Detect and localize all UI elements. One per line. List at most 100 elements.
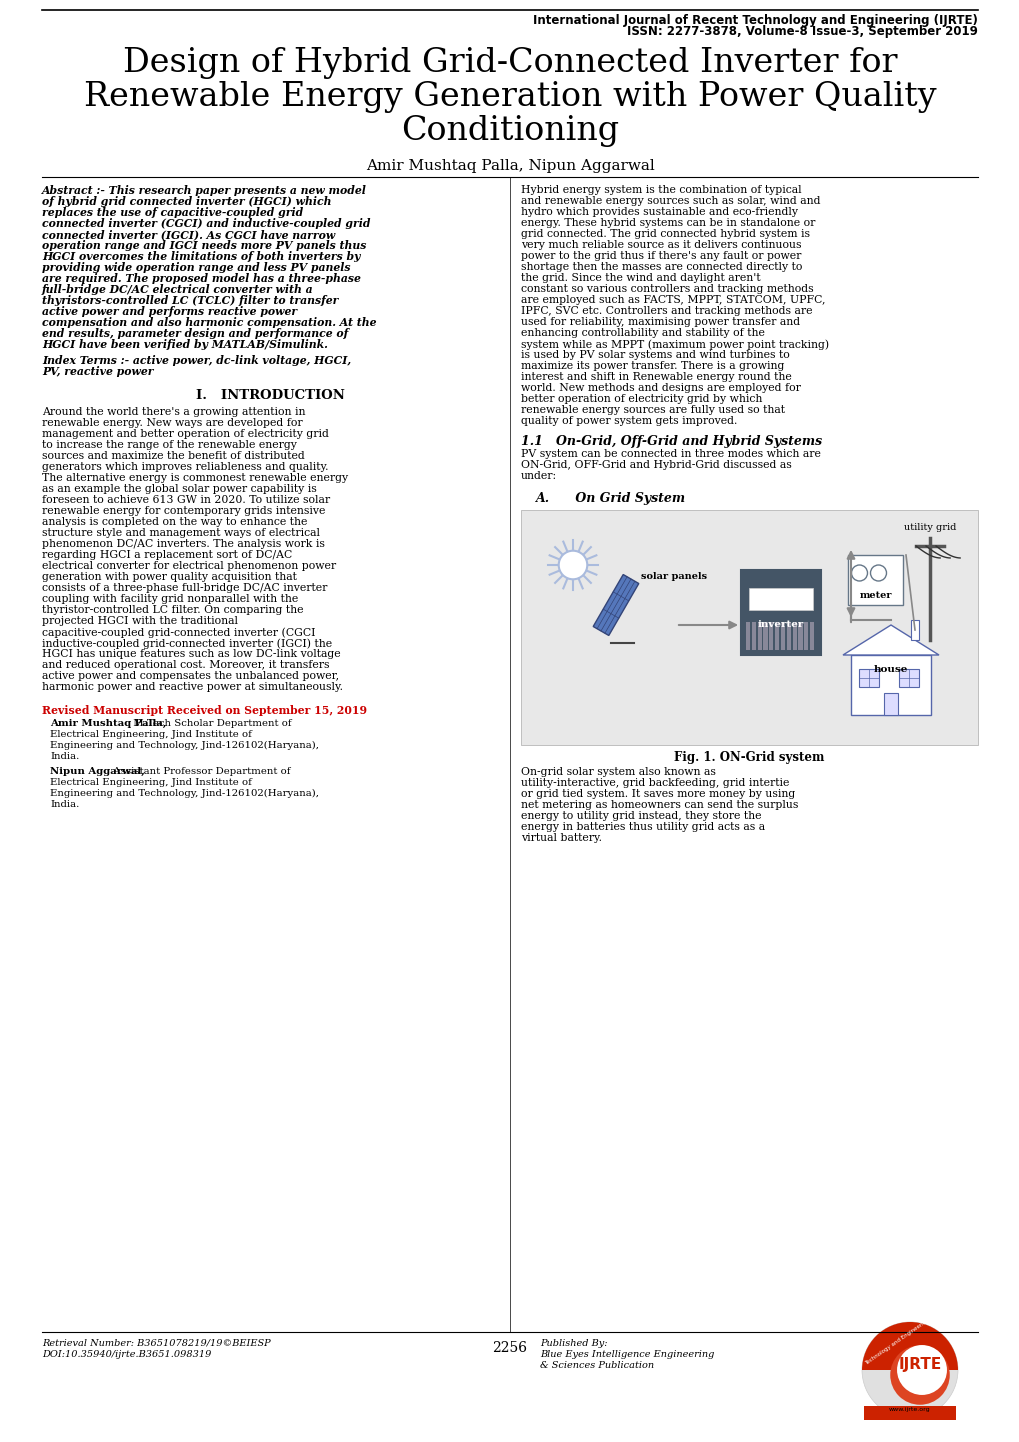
Text: Nipun Aggarwal,: Nipun Aggarwal, xyxy=(50,767,145,776)
Text: Renewable Energy Generation with Power Quality: Renewable Energy Generation with Power Q… xyxy=(84,81,935,112)
Text: management and better operation of electricity grid: management and better operation of elect… xyxy=(42,430,328,438)
Text: connected inverter (IGCI). As CGCI have narrow: connected inverter (IGCI). As CGCI have … xyxy=(42,229,335,239)
Text: are required. The proposed model has a three-phase: are required. The proposed model has a t… xyxy=(42,273,361,284)
Text: of hybrid grid connected inverter (HGCI) which: of hybrid grid connected inverter (HGCI)… xyxy=(42,196,331,208)
Text: energy in batteries thus utility grid acts as a: energy in batteries thus utility grid ac… xyxy=(521,822,764,832)
Text: 2256: 2256 xyxy=(492,1341,527,1355)
Text: projected HGCI with the traditional: projected HGCI with the traditional xyxy=(42,616,237,626)
Text: utility grid: utility grid xyxy=(903,523,955,532)
Bar xyxy=(798,622,802,650)
Text: constant so various controllers and tracking methods: constant so various controllers and trac… xyxy=(521,284,813,294)
Text: end results, parameter design and performance of: end results, parameter design and perfor… xyxy=(42,327,347,339)
Text: www.ijrte.org: www.ijrte.org xyxy=(889,1406,930,1412)
Text: regarding HGCI a replacement sort of DC/AC: regarding HGCI a replacement sort of DC/… xyxy=(42,549,292,559)
Text: HGCI have been verified by MATLAB/Simulink.: HGCI have been verified by MATLAB/Simuli… xyxy=(42,339,327,350)
Text: world. New methods and designs are employed for: world. New methods and designs are emplo… xyxy=(521,384,800,394)
Text: renewable energy for contemporary grids intensive: renewable energy for contemporary grids … xyxy=(42,506,325,516)
Text: under:: under: xyxy=(521,472,556,482)
Text: inductive-coupled grid-connected inverter (IGCI) the: inductive-coupled grid-connected inverte… xyxy=(42,637,332,649)
Bar xyxy=(863,1406,955,1420)
Wedge shape xyxy=(861,1322,957,1370)
Text: ON-Grid, OFF-Grid and Hybrid-Grid discussed as: ON-Grid, OFF-Grid and Hybrid-Grid discus… xyxy=(521,460,791,470)
Polygon shape xyxy=(593,574,638,636)
Text: enhancing controllability and stability of the: enhancing controllability and stability … xyxy=(521,327,764,337)
Text: net metering as homeowners can send the surplus: net metering as homeowners can send the … xyxy=(521,800,798,810)
Text: energy. These hybrid systems can be in standalone or: energy. These hybrid systems can be in s… xyxy=(521,218,814,228)
Bar xyxy=(745,622,749,650)
Text: Blue Eyes Intelligence Engineering: Blue Eyes Intelligence Engineering xyxy=(539,1350,713,1358)
Text: Amir Mushtaq Palla, Nipun Aggarwal: Amir Mushtaq Palla, Nipun Aggarwal xyxy=(365,159,654,173)
Text: Around the world there's a growing attention in: Around the world there's a growing atten… xyxy=(42,407,306,417)
Text: Assistant Professor Department of: Assistant Professor Department of xyxy=(110,767,290,776)
Bar xyxy=(763,622,767,650)
Text: Retrieval Number: B3651078219/19©BEIESP: Retrieval Number: B3651078219/19©BEIESP xyxy=(42,1340,270,1348)
Text: The alternative energy is commonest renewable energy: The alternative energy is commonest rene… xyxy=(42,473,347,483)
Bar xyxy=(910,620,918,640)
Text: On-grid solar system also known as: On-grid solar system also known as xyxy=(521,767,715,777)
Text: I.   INTRODUCTION: I. INTRODUCTION xyxy=(196,389,344,402)
Text: India.: India. xyxy=(50,800,79,809)
Text: Electrical Engineering, Jind Institute of: Electrical Engineering, Jind Institute o… xyxy=(50,730,252,738)
Text: interest and shift in Renewable energy round the: interest and shift in Renewable energy r… xyxy=(521,372,791,382)
Polygon shape xyxy=(842,624,938,655)
Bar xyxy=(748,588,812,610)
Text: thyristors-controlled LC (TCLC) filter to transfer: thyristors-controlled LC (TCLC) filter t… xyxy=(42,296,338,306)
Bar xyxy=(792,622,796,650)
Text: consists of a three-phase full-bridge DC/AC inverter: consists of a three-phase full-bridge DC… xyxy=(42,583,327,593)
Text: the grid. Since the wind and daylight aren't: the grid. Since the wind and daylight ar… xyxy=(521,273,760,283)
Text: capacitive-coupled grid-connected inverter (CGCI: capacitive-coupled grid-connected invert… xyxy=(42,627,315,637)
Text: Index Terms :- active power, dc-link voltage, HGCI,: Index Terms :- active power, dc-link vol… xyxy=(42,355,351,366)
Text: virtual battery.: virtual battery. xyxy=(521,833,601,844)
Text: used for reliability, maximising power transfer and: used for reliability, maximising power t… xyxy=(521,317,799,327)
Circle shape xyxy=(861,1322,957,1417)
Text: to increase the range of the renewable energy: to increase the range of the renewable e… xyxy=(42,440,297,450)
Text: Design of Hybrid Grid-Connected Inverter for: Design of Hybrid Grid-Connected Inverter… xyxy=(122,48,897,79)
Text: Technology and Engineering: Technology and Engineering xyxy=(863,1318,929,1367)
Text: providing wide operation range and less PV panels: providing wide operation range and less … xyxy=(42,262,351,273)
Text: shortage then the masses are connected directly to: shortage then the masses are connected d… xyxy=(521,262,802,273)
Bar xyxy=(786,622,790,650)
Circle shape xyxy=(890,1345,949,1405)
Bar xyxy=(850,655,930,715)
Bar xyxy=(781,622,785,650)
Text: compensation and also harmonic compensation. At the: compensation and also harmonic compensat… xyxy=(42,317,376,327)
Text: renewable energy. New ways are developed for: renewable energy. New ways are developed… xyxy=(42,418,303,428)
Text: India.: India. xyxy=(50,751,79,761)
Text: grid connected. The grid connected hybrid system is: grid connected. The grid connected hybri… xyxy=(521,229,809,239)
Text: or grid tied system. It saves more money by using: or grid tied system. It saves more money… xyxy=(521,789,795,799)
Text: ISSN: 2277-3878, Volume-8 Issue-3, September 2019: ISSN: 2277-3878, Volume-8 Issue-3, Septe… xyxy=(627,25,977,37)
Text: Abstract :- This research paper presents a new model: Abstract :- This research paper presents… xyxy=(42,185,367,196)
Text: connected inverter (CGCI) and inductive-coupled grid: connected inverter (CGCI) and inductive-… xyxy=(42,218,370,229)
Text: solar panels: solar panels xyxy=(640,572,706,581)
Bar xyxy=(774,622,779,650)
Text: Engineering and Technology, Jind-126102(Haryana),: Engineering and Technology, Jind-126102(… xyxy=(50,789,319,797)
Text: HGCI overcomes the limitations of both inverters by: HGCI overcomes the limitations of both i… xyxy=(42,251,360,262)
Text: are employed such as FACTS, MPPT, STATCOM, UPFC,: are employed such as FACTS, MPPT, STATCO… xyxy=(521,296,824,306)
Bar xyxy=(898,669,918,686)
Text: Exploring Innovation: Exploring Innovation xyxy=(873,1423,946,1429)
Text: IPFC, SVC etc. Controllers and tracking methods are: IPFC, SVC etc. Controllers and tracking … xyxy=(521,306,812,316)
Text: HGCI has unique features such as low DC-link voltage: HGCI has unique features such as low DC-… xyxy=(42,649,340,659)
Text: active power and compensates the unbalanced power,: active power and compensates the unbalan… xyxy=(42,671,338,681)
Text: better operation of electricity grid by which: better operation of electricity grid by … xyxy=(521,394,761,404)
Text: Amir Mushtaq Palla,: Amir Mushtaq Palla, xyxy=(50,720,166,728)
Circle shape xyxy=(896,1345,946,1394)
Text: sources and maximize the benefit of distributed: sources and maximize the benefit of dist… xyxy=(42,451,305,461)
Text: structure style and management ways of electrical: structure style and management ways of e… xyxy=(42,528,320,538)
Bar xyxy=(804,622,808,650)
Text: inverter: inverter xyxy=(757,620,803,629)
Text: phenomenon DC/AC inverters. The analysis work is: phenomenon DC/AC inverters. The analysis… xyxy=(42,539,325,549)
Text: Published By:: Published By: xyxy=(539,1340,607,1348)
Bar xyxy=(757,622,761,650)
Text: house: house xyxy=(873,665,907,673)
Text: as an example the global solar power capability is: as an example the global solar power cap… xyxy=(42,485,317,495)
Text: meter: meter xyxy=(858,591,891,600)
Text: energy to utility grid instead, they store the: energy to utility grid instead, they sto… xyxy=(521,810,761,820)
Text: harmonic power and reactive power at simultaneously.: harmonic power and reactive power at sim… xyxy=(42,682,342,692)
Text: & Sciences Publication: & Sciences Publication xyxy=(539,1361,653,1370)
Bar xyxy=(740,570,820,655)
Text: and reduced operational cost. Moreover, it transfers: and reduced operational cost. Moreover, … xyxy=(42,660,329,671)
Bar xyxy=(751,622,755,650)
Text: Hybrid energy system is the combination of typical: Hybrid energy system is the combination … xyxy=(521,185,801,195)
Text: PV, reactive power: PV, reactive power xyxy=(42,366,153,376)
